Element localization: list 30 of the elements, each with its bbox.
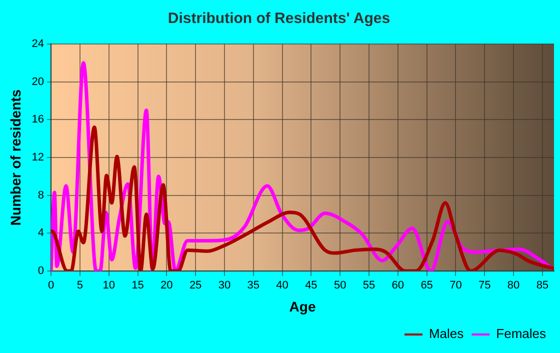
y-tick-label: 4 <box>38 227 44 240</box>
x-tick-label: 15 <box>132 280 144 292</box>
x-tick-label: 5 <box>76 280 84 292</box>
x-tick-label: 55 <box>362 280 376 292</box>
legend-label: Females <box>496 326 546 342</box>
x-axis-title: Age <box>289 298 316 314</box>
legend-label: Males <box>428 326 464 342</box>
x-tick-label: 0 <box>48 280 54 292</box>
x-tick-label: 60 <box>392 280 404 292</box>
y-tick-label: 16 <box>32 114 44 126</box>
y-tick-label: 24 <box>32 38 44 50</box>
x-tick-label: 40 <box>276 280 288 292</box>
x-tick-label: 85 <box>536 280 549 292</box>
y-tick-label: 0 <box>38 265 44 278</box>
x-tick-label: 25 <box>189 280 202 292</box>
x-tick-label: 65 <box>420 280 433 292</box>
x-tick-label: 10 <box>102 280 115 292</box>
x-tick-label: 45 <box>305 280 318 292</box>
y-tick-label: 12 <box>32 152 44 164</box>
x-tick-label: 70 <box>450 280 462 292</box>
x-tick-label: 30 <box>218 280 231 292</box>
y-axis-title: Number of residents <box>7 89 24 226</box>
y-tick-label: 20 <box>32 76 44 88</box>
x-tick-label: 35 <box>247 280 260 292</box>
y-tick-label: 8 <box>38 189 44 202</box>
chart-title: Distribution of Residents' Ages <box>168 10 390 28</box>
x-tick-label: 80 <box>507 280 520 292</box>
x-tick-label: 20 <box>160 280 173 292</box>
x-tick-label: 50 <box>334 280 346 292</box>
x-tick-label: 75 <box>478 280 491 292</box>
